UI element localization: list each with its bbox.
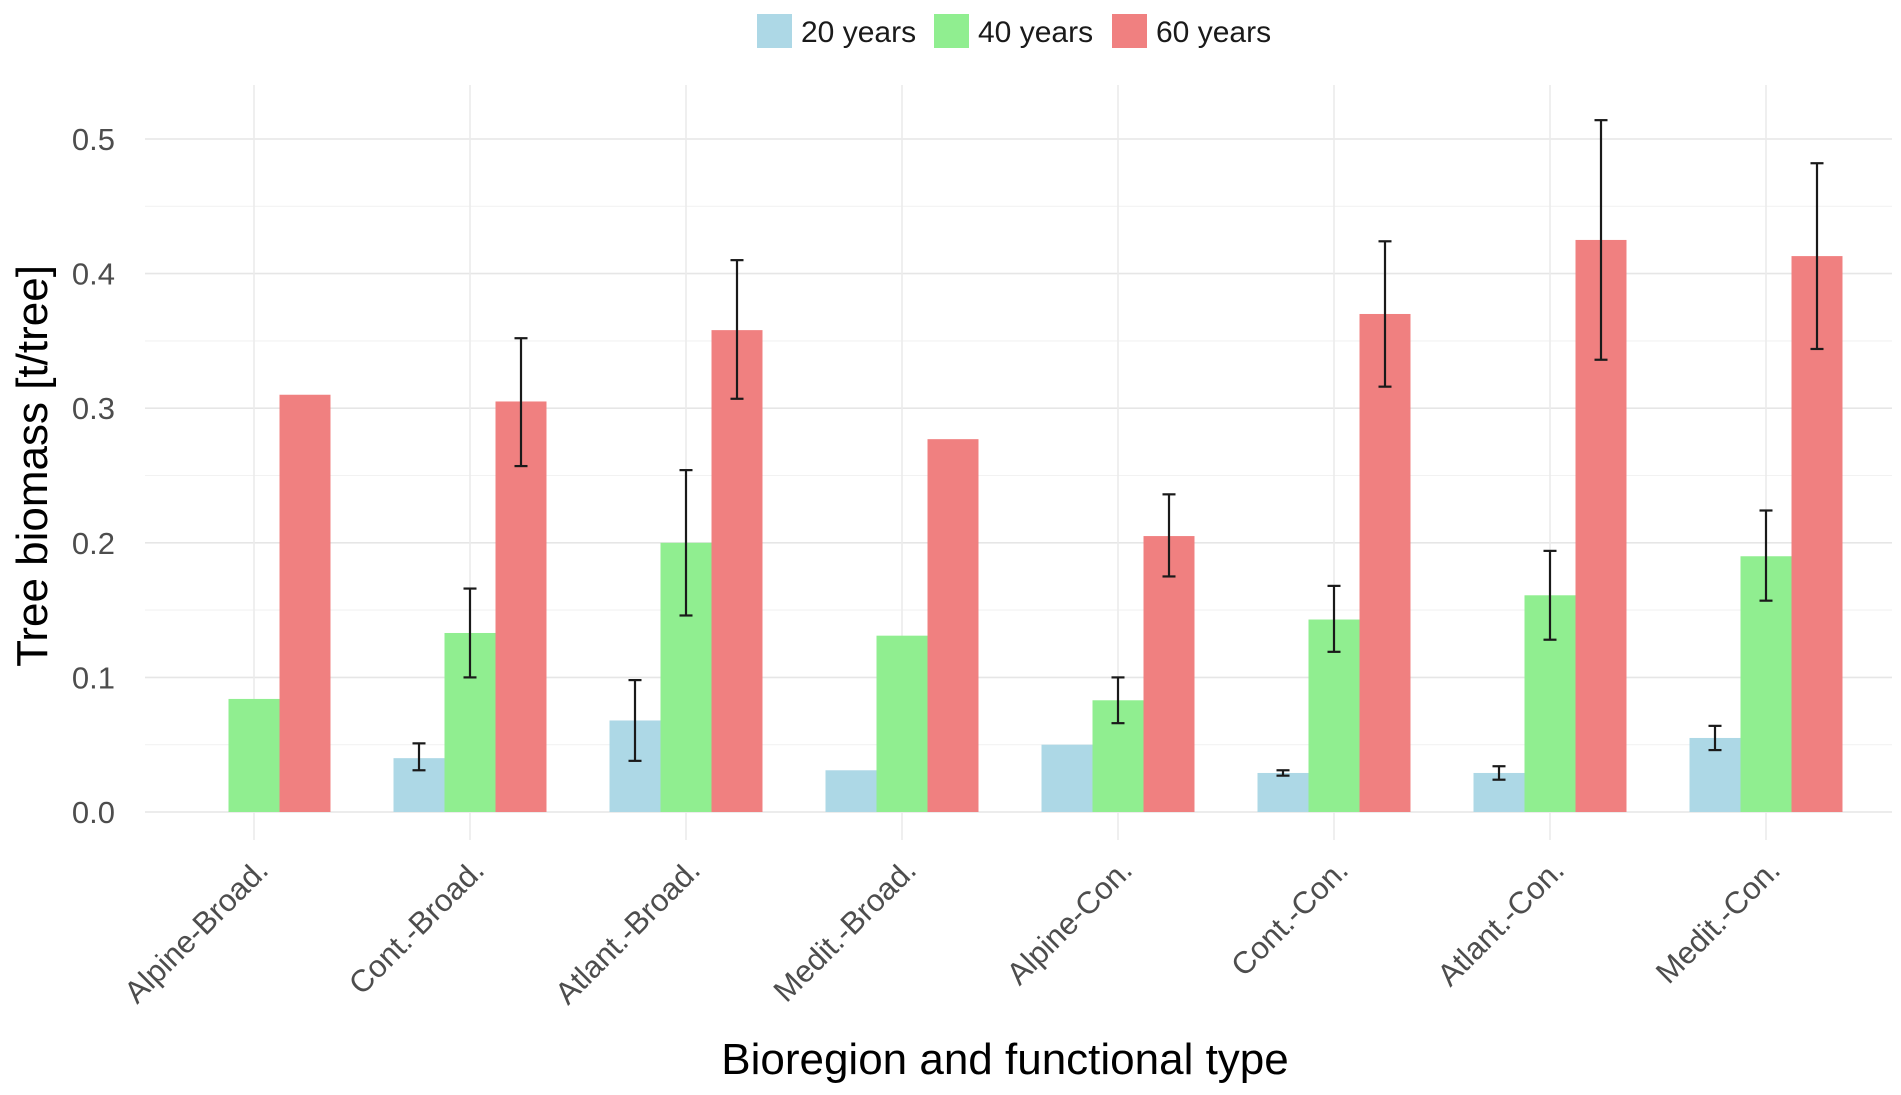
bars	[228, 239, 1843, 812]
y-tick-label: 0.1	[72, 660, 115, 695]
error-bar-60-years-atlant-con	[1594, 119, 1608, 361]
error-bar-40-years-cont-broad	[463, 587, 477, 679]
legend-label: 20 years	[801, 16, 916, 49]
y-axis-ticks: 0.0 0.1 0.2 0.3 0.4 0.5	[72, 122, 115, 830]
legend: 20 years 40 years 60 years	[757, 14, 1271, 49]
legend-item-20-years: 20 years	[757, 14, 916, 49]
error-bar-40-years-medit-con	[1759, 509, 1773, 602]
x-tick-label: Medit.-Con.	[1649, 852, 1787, 990]
y-tick-label: 0.3	[72, 391, 115, 426]
gridlines	[145, 85, 1892, 840]
error-bar-20-years-cont-broad	[412, 742, 426, 772]
legend-item-40-years: 40 years	[934, 14, 1093, 49]
error-bar-40-years-alpine-con	[1111, 676, 1125, 725]
error-bar-20-years-cont-con	[1276, 769, 1290, 777]
y-tick-label: 0.5	[72, 122, 115, 157]
error-bar-60-years-atlant-broad	[730, 259, 744, 400]
legend-item-60-years: 60 years	[1112, 14, 1271, 49]
x-axis-title: Bioregion and functional type	[721, 1035, 1289, 1084]
error-bar-20-years-atlant-broad	[628, 678, 642, 762]
error-bar-60-years-medit-con	[1810, 162, 1824, 351]
y-axis-title: Tree biomass [t/tree]	[8, 265, 57, 667]
x-tick-label: Cont.-Con.	[1224, 852, 1355, 983]
x-tick-label: Medit.-Broad.	[767, 852, 923, 1008]
bar-20-years-medit-broad	[825, 770, 877, 812]
bar-60-years-medit-broad	[927, 439, 979, 812]
legend-swatch	[757, 14, 792, 48]
error-bar-60-years-cont-con	[1378, 240, 1392, 388]
legend-label: 60 years	[1156, 16, 1271, 49]
bar-60-years-atlant-broad	[711, 330, 763, 812]
bar-20-years-cont-con	[1257, 772, 1309, 812]
error-bar-20-years-medit-con	[1708, 724, 1722, 752]
x-tick-label: Atlant.-Broad.	[548, 852, 707, 1011]
error-bars	[412, 119, 1824, 781]
x-tick-label: Alpine-Broad.	[117, 852, 275, 1010]
error-bar-40-years-atlant-broad	[679, 469, 693, 617]
x-tick-label: Alpine-Con.	[1000, 852, 1139, 991]
error-bar-20-years-atlant-con	[1492, 765, 1506, 781]
legend-label: 40 years	[978, 16, 1093, 49]
x-tick-label: Atlant.-Con.	[1430, 852, 1571, 993]
y-tick-label: 0.0	[72, 795, 115, 830]
error-bar-40-years-cont-con	[1327, 584, 1341, 653]
bar-40-years-medit-broad	[876, 635, 928, 812]
bar-60-years-alpine-con	[1143, 536, 1195, 812]
bar-40-years-alpine-broad	[228, 698, 280, 812]
bar-60-years-cont-con	[1359, 313, 1411, 812]
legend-swatch	[934, 14, 969, 48]
bar-60-years-alpine-broad	[279, 394, 331, 812]
y-tick-label: 0.4	[72, 257, 115, 292]
y-tick-label: 0.2	[72, 526, 115, 561]
x-axis-ticks: Alpine-Broad. Cont.-Broad. Atlant.-Broad. M…	[117, 852, 1787, 1011]
x-tick-label: Cont.-Broad.	[342, 852, 491, 1001]
error-bar-60-years-cont-broad	[514, 337, 528, 468]
legend-swatch	[1112, 14, 1147, 48]
error-bar-40-years-atlant-con	[1543, 549, 1557, 641]
bar-20-years-alpine-con	[1041, 744, 1093, 812]
bar-60-years-cont-broad	[495, 401, 547, 812]
error-bar-60-years-alpine-con	[1162, 493, 1176, 578]
